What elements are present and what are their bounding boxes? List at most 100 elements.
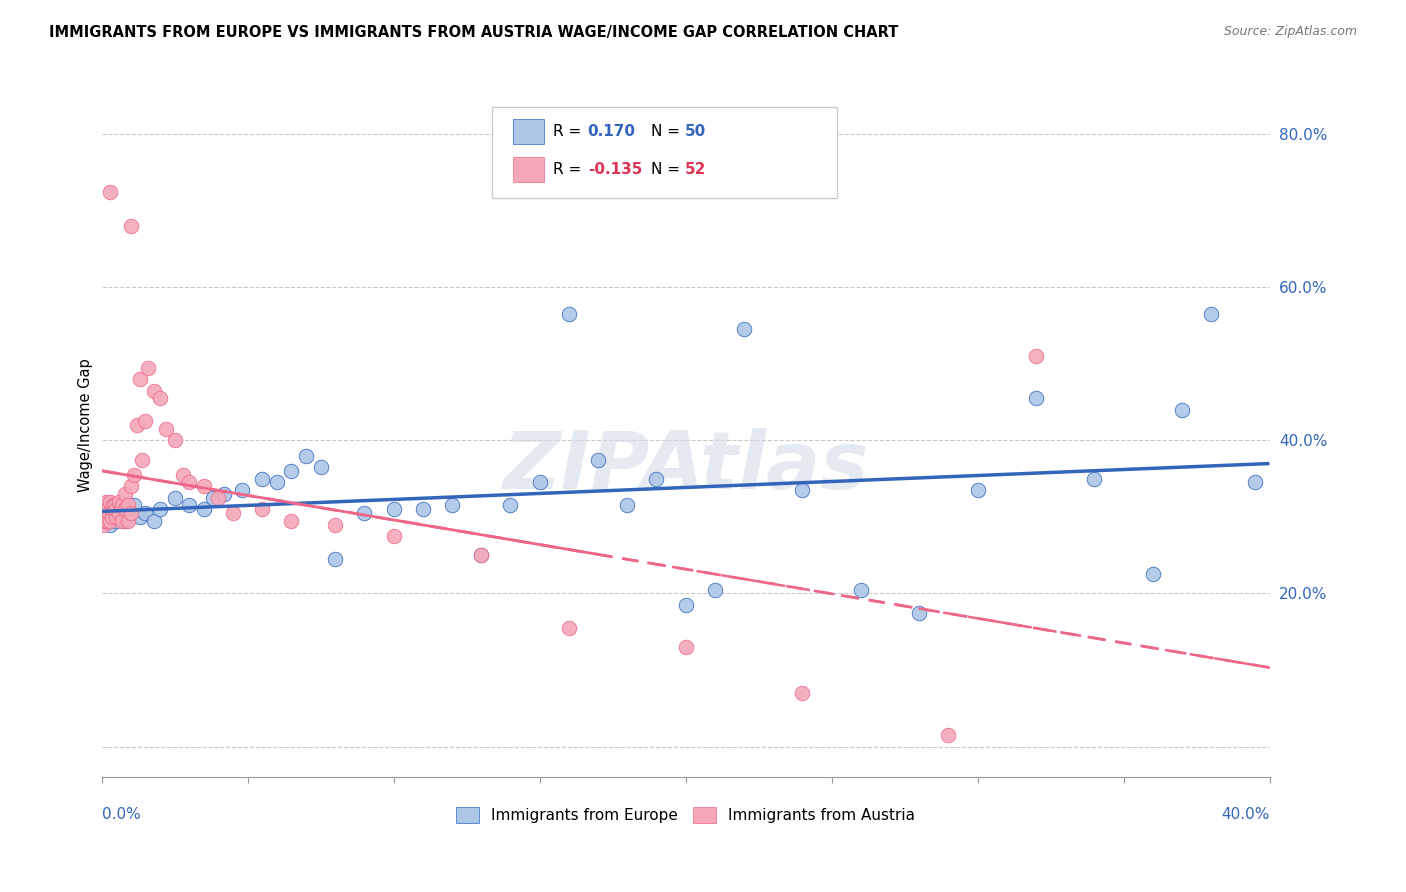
Point	[792, 483, 814, 497]
Point	[120, 506, 142, 520]
Point	[323, 517, 346, 532]
Point	[98, 514, 121, 528]
Text: R =: R =	[553, 162, 586, 177]
Point	[499, 499, 522, 513]
Point	[280, 464, 302, 478]
Point	[412, 502, 434, 516]
Point	[103, 502, 125, 516]
Point	[163, 434, 186, 448]
Text: Source: ZipAtlas.com: Source: ZipAtlas.com	[1223, 25, 1357, 38]
Point	[675, 640, 697, 654]
Point	[105, 510, 128, 524]
Text: 0.170: 0.170	[588, 124, 636, 138]
Text: 40.0%: 40.0%	[1222, 806, 1270, 822]
Point	[193, 479, 215, 493]
Point	[440, 499, 463, 513]
Point	[966, 483, 988, 497]
Point	[143, 384, 166, 398]
Point	[93, 514, 115, 528]
Point	[98, 185, 121, 199]
Point	[849, 582, 872, 597]
Point	[111, 514, 134, 528]
Point	[212, 487, 235, 501]
Point	[120, 506, 142, 520]
Point	[111, 510, 134, 524]
Point	[222, 506, 245, 520]
Point	[101, 510, 124, 524]
Point	[117, 499, 139, 513]
Text: ZIPAtlas: ZIPAtlas	[502, 428, 869, 507]
Point	[120, 479, 142, 493]
Point	[172, 467, 194, 482]
Point	[114, 487, 136, 501]
Text: N =: N =	[651, 162, 685, 177]
Point	[353, 506, 375, 520]
Point	[1244, 475, 1267, 490]
Text: 0.0%: 0.0%	[101, 806, 141, 822]
Point	[179, 475, 201, 490]
Point	[122, 499, 145, 513]
Point	[134, 414, 156, 428]
Point	[470, 548, 492, 562]
Point	[792, 686, 814, 700]
Point	[1025, 349, 1047, 363]
Point	[108, 502, 131, 516]
Point	[96, 510, 118, 524]
Point	[93, 506, 115, 520]
Point	[703, 582, 725, 597]
Point	[96, 514, 118, 528]
Point	[163, 491, 186, 505]
Point	[280, 514, 302, 528]
Point	[143, 514, 166, 528]
Point	[149, 502, 172, 516]
Point	[122, 467, 145, 482]
Point	[104, 499, 127, 513]
Point	[105, 514, 128, 528]
Text: 52: 52	[685, 162, 706, 177]
Point	[96, 502, 118, 516]
Point	[114, 502, 136, 516]
Point	[675, 598, 697, 612]
Point	[616, 499, 638, 513]
Point	[108, 506, 131, 520]
Text: IMMIGRANTS FROM EUROPE VS IMMIGRANTS FROM AUSTRIA WAGE/INCOME GAP CORRELATION CH: IMMIGRANTS FROM EUROPE VS IMMIGRANTS FRO…	[49, 25, 898, 40]
Point	[111, 499, 134, 513]
Point	[309, 460, 332, 475]
Point	[231, 483, 253, 497]
Point	[645, 472, 668, 486]
Point	[250, 502, 273, 516]
Point	[1025, 392, 1047, 406]
Point	[529, 475, 551, 490]
Legend: Immigrants from Europe, Immigrants from Austria: Immigrants from Europe, Immigrants from …	[450, 801, 921, 830]
Y-axis label: Wage/Income Gap: Wage/Income Gap	[79, 359, 93, 492]
Point	[266, 475, 288, 490]
Point	[131, 452, 153, 467]
Point	[586, 452, 609, 467]
Point	[323, 552, 346, 566]
Point	[207, 491, 229, 505]
Point	[201, 491, 224, 505]
Point	[295, 449, 318, 463]
Point	[558, 307, 581, 321]
Point	[128, 372, 150, 386]
Point	[117, 514, 139, 528]
Point	[108, 494, 131, 508]
Point	[120, 219, 142, 233]
Point	[733, 322, 755, 336]
Point	[470, 548, 492, 562]
Point	[1083, 472, 1105, 486]
Text: -0.135: -0.135	[588, 162, 643, 177]
Text: N =: N =	[651, 124, 685, 138]
Point	[558, 621, 581, 635]
Point	[128, 510, 150, 524]
Point	[908, 606, 931, 620]
Point	[94, 494, 117, 508]
Point	[98, 517, 121, 532]
Point	[125, 418, 148, 433]
Point	[134, 506, 156, 520]
Point	[1171, 402, 1194, 417]
Point	[250, 472, 273, 486]
Point	[98, 494, 121, 508]
Point	[91, 517, 114, 532]
Point	[103, 506, 125, 520]
